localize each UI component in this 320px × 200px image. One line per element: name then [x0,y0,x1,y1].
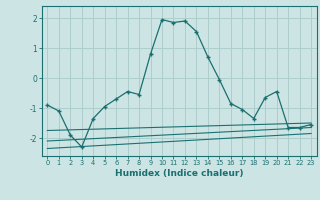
X-axis label: Humidex (Indice chaleur): Humidex (Indice chaleur) [115,169,244,178]
